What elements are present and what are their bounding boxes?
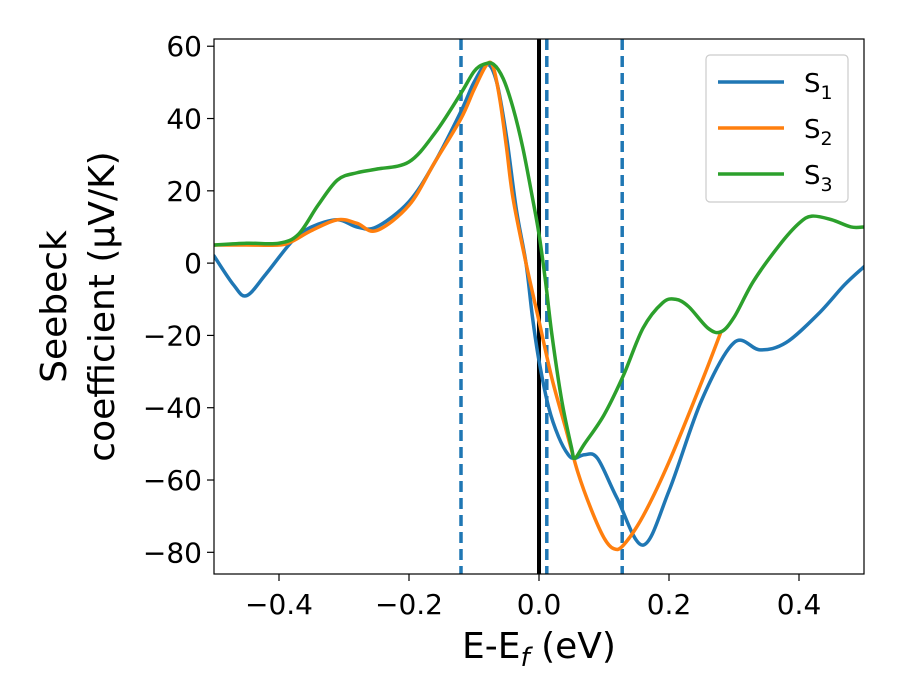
y-tick-label: 0 [184,247,202,280]
y-tick-label: −80 [143,536,202,569]
y-axis-label-line1: Seebeck [34,230,75,383]
x-tick-label: −0.2 [375,588,443,621]
x-tick-label: −0.4 [245,588,313,621]
y-axis-label-line2: coefficient (μV/K) [82,151,123,461]
series-lines [214,60,864,552]
legend-label-s3: S3 [804,161,833,196]
series-line-s2 [214,60,723,552]
y-tick-label: −60 [143,464,202,497]
y-tick-label: −20 [143,319,202,352]
x-axis-label-main: E-E [462,626,520,667]
y-axis-label: Seebeck coefficient (μV/K) [34,151,123,461]
y-tick-label: −40 [143,392,202,425]
x-tick-label: 0.4 [777,588,822,621]
vertical-marker-lines [459,39,624,574]
x-axis-label-unit: (eV) [530,626,616,667]
series-line-s3 [214,61,864,461]
y-axis-ticks: −80 −60 −40 −20 0 20 40 60 [143,30,214,569]
y-tick-label: 60 [166,30,202,63]
x-axis-ticks: −0.4 −0.2 0.0 0.2 0.4 [245,574,821,621]
x-tick-label: 0.0 [517,588,562,621]
x-tick-label: 0.2 [647,588,692,621]
legend-label-s2: S2 [804,115,833,150]
legend: S1 S2 S3 [705,54,849,203]
y-tick-label: 20 [166,175,202,208]
x-axis-label: E-Ef (eV) [462,626,616,673]
legend-label-s1: S1 [804,69,833,104]
y-tick-label: 40 [166,103,202,136]
